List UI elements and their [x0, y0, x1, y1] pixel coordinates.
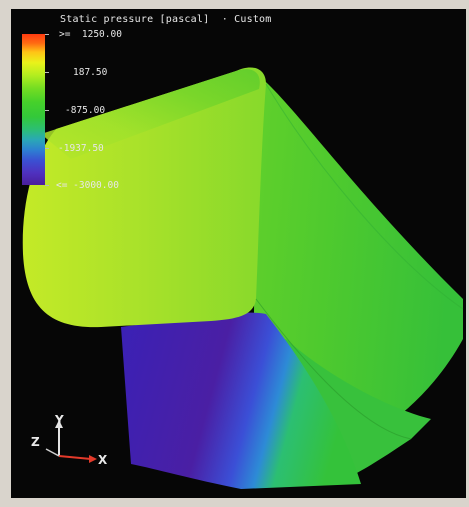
cfd-3d-viewport[interactable]: Static pressure [pascal] · Custom >= 125…: [11, 9, 466, 498]
legend-level-max: >= 1250.00: [59, 29, 122, 40]
colorbar-tick: [45, 148, 49, 149]
legend-level-3: -875.00: [65, 105, 106, 116]
colorbar-tick: [45, 110, 49, 111]
xyz-axis-triad-icon: [45, 420, 97, 463]
pressure-colorbar: [22, 34, 45, 185]
axis-y-label: Y: [55, 413, 64, 427]
axis-x-label: X: [98, 453, 108, 467]
legend-level-2: 187.50: [73, 67, 108, 78]
pressure-contour-surface[interactable]: [11, 9, 466, 498]
colorbar-tick: [45, 185, 49, 186]
colorbar-tick: [45, 72, 49, 73]
legend-level-4: -1937.50: [58, 143, 104, 154]
axis-z-label: Z: [31, 435, 40, 449]
colorbar-tick: [45, 34, 49, 35]
legend-title: Static pressure [pascal] · Custom: [60, 14, 272, 25]
legend-level-min: <= -3000.00: [56, 180, 119, 191]
